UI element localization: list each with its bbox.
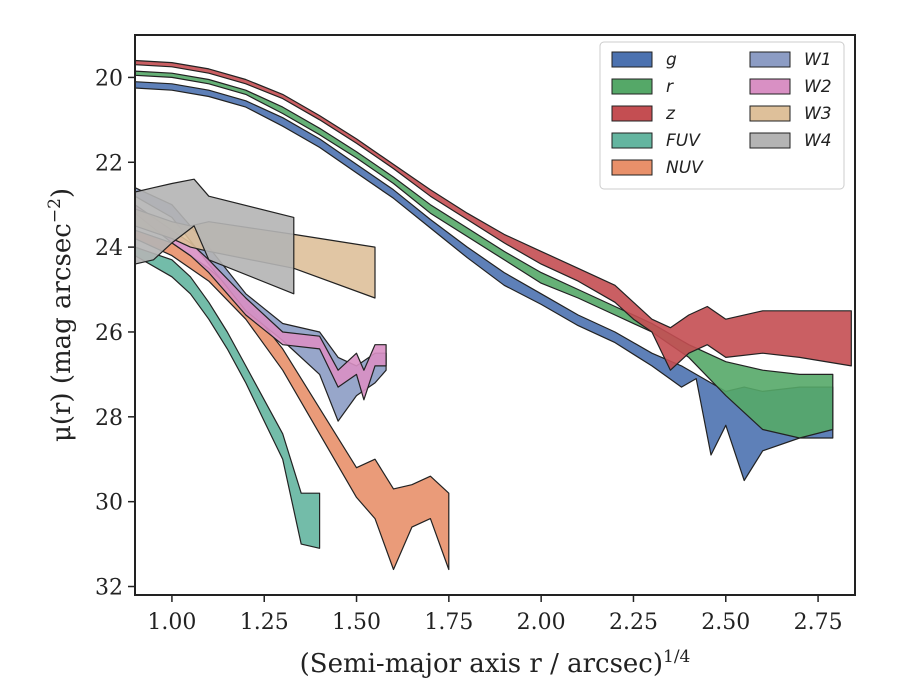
x-tick-label: 2.50 (701, 610, 750, 635)
legend-swatch-w2 (749, 78, 791, 95)
y-tick-label: 28 (95, 406, 123, 431)
x-tick-label: 1.00 (147, 610, 196, 635)
legend-label-w1: W1 (804, 50, 832, 70)
x-tick-label: 1.75 (424, 610, 473, 635)
band-w2 (134, 204, 387, 401)
x-axis-ticks: 1.00 1.25 1.50 1.75 2.00 2.25 2.50 2.75 (147, 595, 843, 635)
x-tick-label: 2.75 (794, 610, 843, 635)
legend-label-nuv: NUV (666, 158, 704, 178)
legend-label-fuv: FUV (666, 131, 701, 151)
legend-swatch-w3 (749, 105, 791, 122)
plot-frame (134, 34, 856, 596)
legend-label-w3: W3 (804, 104, 832, 124)
band-z (134, 59, 852, 371)
y-axis-label: μ(r) (mag arcsec−2) (45, 188, 77, 442)
legend-label-z: z (665, 104, 676, 124)
y-tick-label: 22 (95, 151, 123, 176)
x-tick-label: 2.25 (609, 610, 658, 635)
band-fuv (134, 246, 321, 549)
x-tick-label: 2.00 (517, 610, 566, 635)
y-tick-label: 20 (95, 66, 123, 91)
legend-label-r: r (666, 77, 674, 97)
x-tick-label: 1.50 (332, 610, 381, 635)
legend-label-g: g (666, 50, 677, 70)
y-tick-label: 32 (95, 576, 123, 601)
band-r (134, 70, 834, 439)
band-g (134, 81, 834, 482)
legend-swatch-fuv (611, 132, 653, 149)
legend-swatch-g (611, 51, 653, 68)
profile-bands (134, 59, 852, 571)
legend-label-w4: W4 (804, 131, 832, 151)
y-axis-ticks: 20 22 24 26 28 30 32 (95, 66, 135, 601)
x-tick-label: 1.25 (240, 610, 289, 635)
band-w4 (134, 178, 295, 295)
legend-swatch-z (611, 105, 653, 122)
legend-label-w2: W2 (804, 77, 832, 97)
legend: grz FUV NUV W1 W2 W3 W4 (599, 41, 845, 190)
x-axis-label: (Semi-major axis r / arcsec)1/4 (300, 647, 691, 679)
y-tick-label: 24 (95, 236, 123, 261)
y-tick-label: 30 (95, 491, 123, 516)
legend-swatch-nuv (611, 159, 653, 176)
legend-swatch-w1 (749, 51, 791, 68)
y-tick-label: 26 (95, 321, 123, 346)
legend-swatch-w4 (749, 132, 791, 149)
legend-swatch-r (611, 78, 653, 95)
band-nuv (134, 229, 450, 571)
